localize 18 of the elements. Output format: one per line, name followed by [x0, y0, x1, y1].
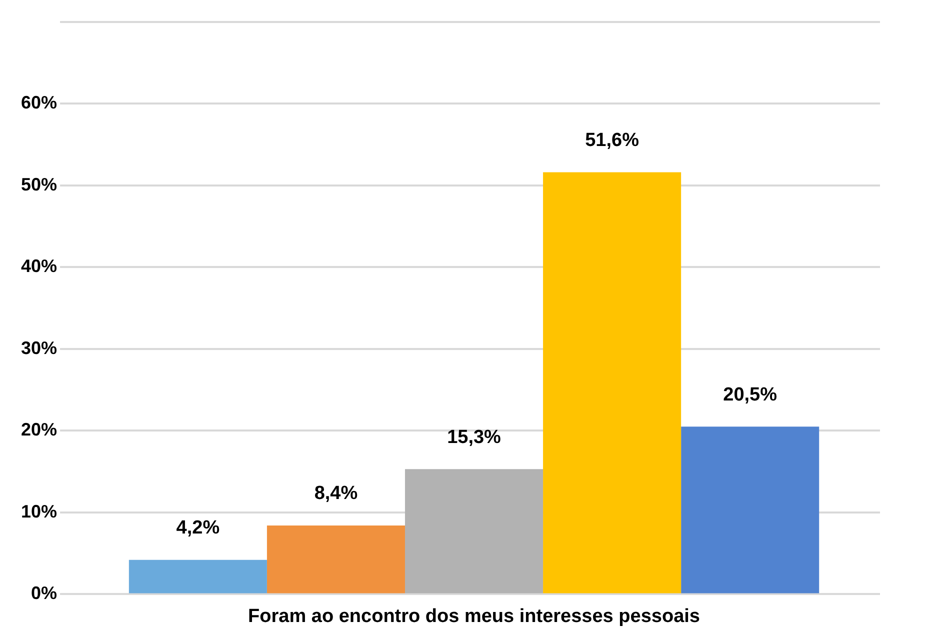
data-label: 8,4% [314, 483, 358, 504]
data-label: 4,2% [176, 518, 220, 539]
bar [128, 560, 267, 594]
bar [681, 426, 820, 594]
bar [404, 469, 544, 594]
data-label: 20,5% [723, 384, 778, 406]
data-label: 51,6% [585, 130, 640, 151]
y-tick-label: 10% [20, 501, 58, 522]
y-tick-label: 30% [20, 338, 58, 358]
y-tick-label: 0% [31, 583, 58, 604]
data-label: 15,3% [447, 426, 502, 448]
bar [543, 172, 682, 594]
bar [266, 526, 405, 594]
x-tick-label: Foram ao encontro dos meus interesses pessoais [248, 606, 700, 627]
y-tick-label: 50% [20, 174, 58, 194]
y-tick-label: 40% [20, 256, 58, 276]
y-tick-label: 60% [20, 92, 58, 113]
y-tick-label: 20% [20, 420, 58, 440]
